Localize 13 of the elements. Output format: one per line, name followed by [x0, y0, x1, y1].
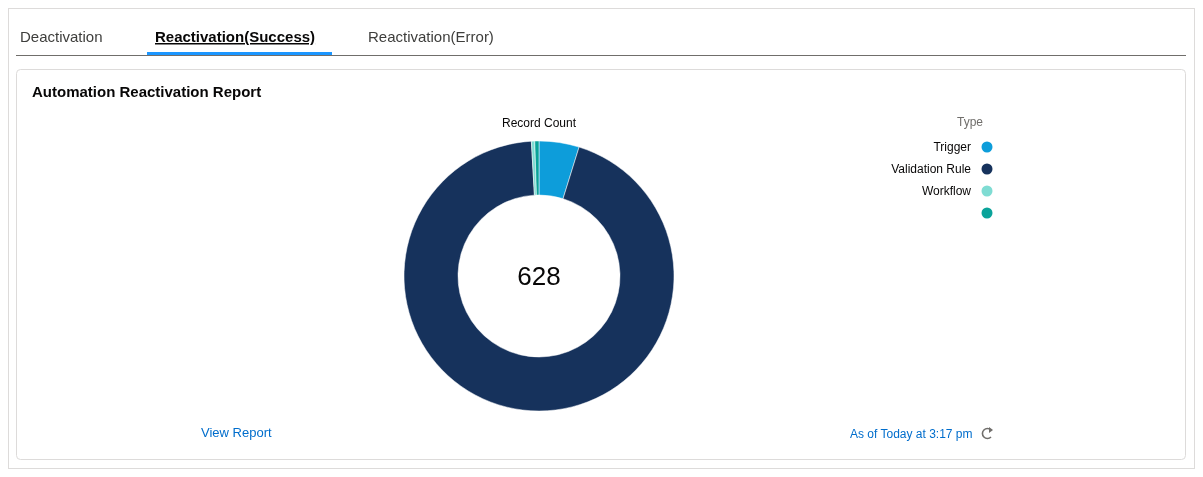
text: Reactivation(Success) — [155, 28, 316, 45]
legend-label: Workflow — [921, 184, 972, 198]
text: 628 — [517, 261, 561, 291]
text: As of Today at 3:17 pm — [850, 427, 973, 441]
legend-title: Type — [956, 115, 984, 129]
text: Reactivation(Error) — [368, 28, 494, 45]
text: View Report — [201, 425, 272, 440]
text: Automation Reactivation Report — [32, 83, 262, 100]
legend-label: Validation Rule — [891, 162, 972, 176]
text: Deactivation — [20, 28, 103, 45]
donut-slice — [403, 140, 675, 412]
chart-subtitle: Record Count — [501, 116, 577, 130]
legend-label: Trigger — [933, 140, 971, 154]
